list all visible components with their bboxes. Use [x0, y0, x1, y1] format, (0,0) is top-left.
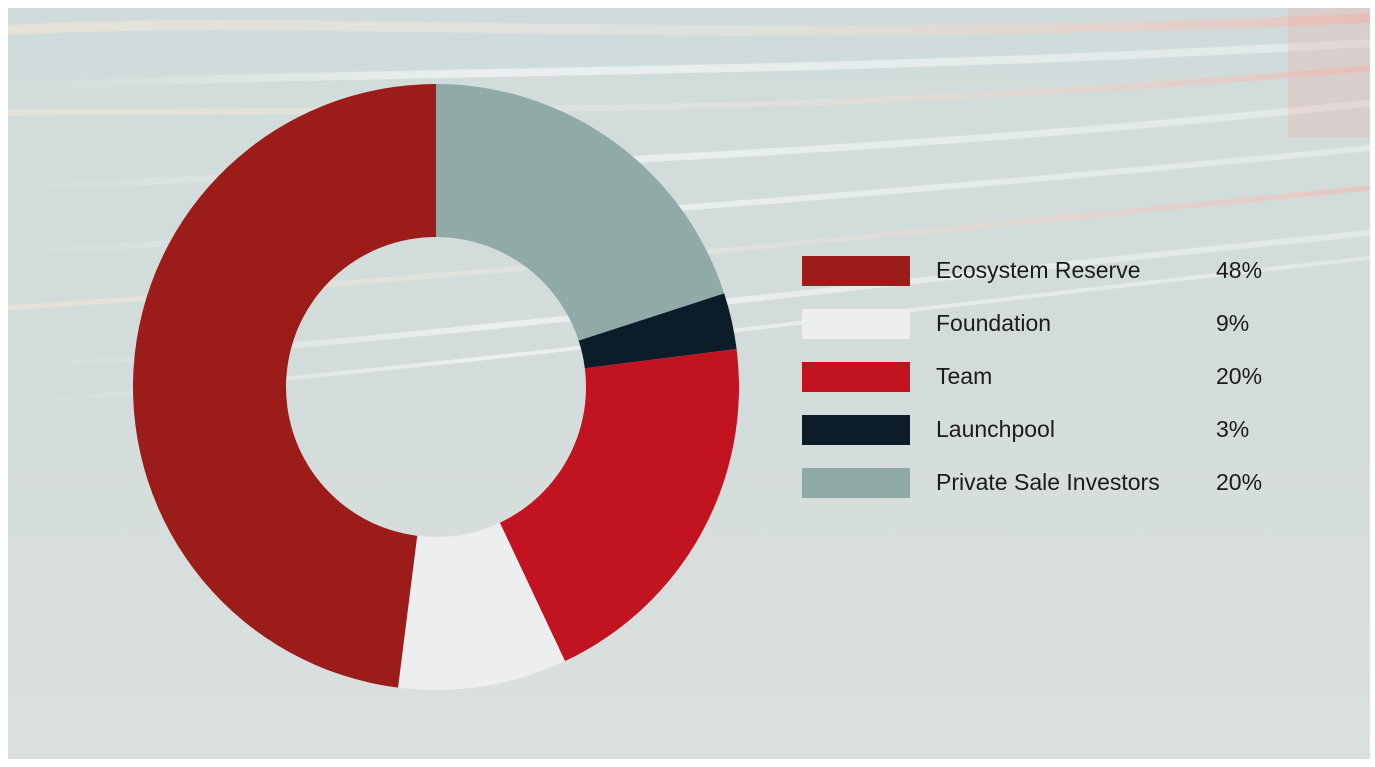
legend-label: Team — [936, 363, 993, 389]
donut-slice-private-sale-investors — [436, 84, 725, 341]
legend-item: Ecosystem Reserve 48% — [802, 256, 1302, 309]
donut-chart — [132, 84, 739, 691]
legend-item: Foundation 9% — [802, 309, 1302, 362]
legend-swatch — [802, 309, 910, 339]
legend-item: Launchpool 3% — [802, 415, 1302, 468]
legend-item: Private Sale Investors 20% — [802, 468, 1302, 521]
legend-label: Ecosystem Reserve — [936, 257, 1141, 283]
legend-value: 20% — [1216, 363, 1263, 389]
legend-label: Launchpool — [936, 416, 1055, 442]
legend-value: 9% — [1216, 310, 1250, 336]
legend-label: Private Sale Investors — [936, 469, 1160, 495]
legend-item: Team 20% — [802, 362, 1302, 415]
donut-slice-launchpool — [578, 293, 737, 369]
legend-swatch — [802, 256, 910, 286]
legend-swatch — [802, 415, 910, 445]
legend-label: Foundation — [936, 310, 1052, 336]
donut-slice-ecosystem-reserve — [132, 84, 436, 688]
legend-value: 48% — [1216, 257, 1263, 283]
chart-canvas: Ecosystem Reserve 48% Foundation 9% Team… — [8, 8, 1370, 759]
legend-swatch — [802, 468, 910, 498]
legend-swatch — [802, 362, 910, 392]
donut-slice-foundation — [398, 522, 566, 691]
chart-legend: Ecosystem Reserve 48% Foundation 9% Team… — [802, 256, 1302, 521]
legend-value: 20% — [1216, 469, 1263, 495]
legend-value: 3% — [1216, 416, 1250, 442]
donut-slice-team — [499, 349, 739, 662]
